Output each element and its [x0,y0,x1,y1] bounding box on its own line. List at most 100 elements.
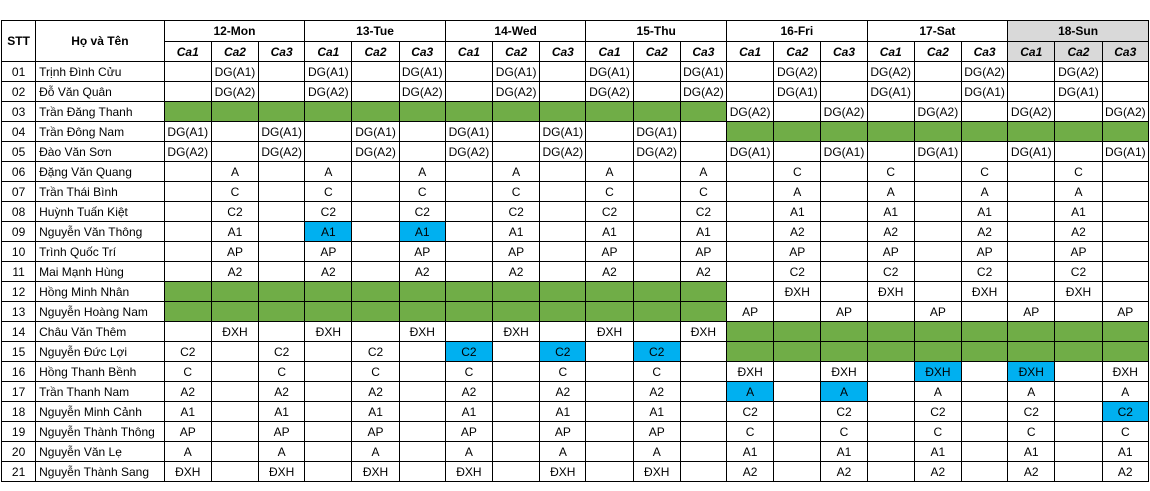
shift-cell[interactable] [539,61,587,82]
shift-cell[interactable]: C [351,361,400,382]
off-shift-cell[interactable] [304,101,353,122]
shift-cell[interactable] [679,421,728,442]
off-shift-cell[interactable] [632,281,681,302]
shift-cell[interactable] [913,221,962,242]
shift-cell[interactable] [1101,61,1150,82]
shift-cell[interactable]: DG(A1) [1054,81,1103,102]
row-name-cell[interactable]: Trần Thái Bình [35,181,165,202]
off-shift-cell[interactable] [960,341,1009,362]
shift-cell[interactable] [726,181,775,202]
shift-cell[interactable]: A [258,441,306,462]
shift-header[interactable]: Ca2 [351,41,400,62]
shift-cell[interactable] [866,141,915,162]
shift-cell[interactable]: AP [726,301,775,322]
shift-cell[interactable]: C [866,161,915,182]
row-stt-cell[interactable]: 18 [0,401,37,422]
shift-header[interactable]: Ca1 [585,41,634,62]
off-shift-cell[interactable] [866,321,915,342]
shift-cell[interactable] [679,361,728,382]
off-shift-cell[interactable] [1054,341,1103,362]
shift-cell[interactable]: C2 [1054,261,1103,282]
shift-cell[interactable] [444,221,494,242]
shift-cell[interactable]: C [210,181,260,202]
shift-cell[interactable] [726,241,775,262]
shift-cell[interactable]: C [163,361,212,382]
shift-cell[interactable] [444,321,494,342]
shift-cell[interactable] [773,401,822,422]
shift-cell[interactable]: C [585,181,634,202]
shift-cell[interactable] [444,81,494,102]
shift-cell[interactable]: DG(A1) [163,121,212,142]
row-stt-cell[interactable]: 10 [0,241,37,262]
row-name-cell[interactable]: Đặng Văn Quang [35,161,165,182]
shift-header[interactable]: Ca1 [726,41,775,62]
shift-cell[interactable] [866,421,915,442]
shift-cell[interactable] [539,321,587,342]
shift-cell[interactable] [1007,61,1056,82]
shift-cell[interactable]: C2 [913,401,962,422]
shift-cell[interactable]: ĐXH [210,321,260,342]
shift-header[interactable]: Ca1 [304,41,353,62]
shift-cell[interactable]: A2 [726,461,775,482]
day-header[interactable]: 13-Tue [304,20,446,42]
row-name-cell[interactable]: Huỳnh Tuấn Kiệt [35,201,165,222]
shift-cell[interactable]: AP [866,241,915,262]
shift-cell[interactable]: DG(A2) [726,101,775,122]
shift-cell[interactable] [1007,241,1056,262]
shift-cell[interactable] [444,201,494,222]
shift-cell[interactable] [210,121,260,142]
shift-cell[interactable]: A [773,181,822,202]
off-shift-cell[interactable] [820,321,868,342]
shift-cell[interactable] [258,201,306,222]
shift-cell[interactable] [210,381,260,402]
shift-cell[interactable] [913,161,962,182]
shift-cell[interactable]: C2 [1007,401,1056,422]
shift-cell[interactable]: A2 [632,381,681,402]
shift-cell[interactable] [632,321,681,342]
shift-cell[interactable]: AP [1054,241,1103,262]
shift-cell[interactable] [632,261,681,282]
shift-cell[interactable]: DG(A2) [351,141,400,162]
shift-cell[interactable]: AP [304,241,353,262]
shift-cell[interactable] [726,161,775,182]
shift-cell[interactable]: C [539,361,587,382]
off-shift-cell[interactable] [1007,321,1056,342]
shift-cell[interactable] [304,361,353,382]
shift-cell[interactable]: ĐXH [960,281,1009,302]
shift-cell[interactable]: DG(A2) [913,101,962,122]
off-shift-cell[interactable] [539,301,587,322]
shift-cell[interactable] [492,121,541,142]
shift-cell[interactable]: A2 [444,381,494,402]
shift-cell[interactable]: DG(A1) [913,141,962,162]
shift-cell[interactable]: A [304,161,353,182]
off-shift-cell[interactable] [210,301,260,322]
shift-cell[interactable] [679,341,728,362]
shift-cell[interactable]: DG(A2) [679,81,728,102]
shift-cell[interactable] [726,201,775,222]
highlighted-shift-cell[interactable]: ĐXH [1007,361,1056,382]
shift-cell[interactable] [304,341,353,362]
shift-cell[interactable]: DG(A1) [210,61,260,82]
shift-cell[interactable]: AP [585,241,634,262]
shift-cell[interactable]: A1 [1054,201,1103,222]
shift-cell[interactable]: AP [960,241,1009,262]
shift-cell[interactable]: DG(A2) [539,141,587,162]
row-name-cell[interactable]: Trần Thanh Nam [35,381,165,402]
off-shift-cell[interactable] [679,281,728,302]
shift-cell[interactable]: C2 [679,201,728,222]
shift-cell[interactable]: C2 [726,401,775,422]
shift-cell[interactable] [1054,361,1103,382]
off-shift-cell[interactable] [679,301,728,322]
shift-cell[interactable] [398,461,446,482]
shift-cell[interactable]: DG(A2) [492,81,541,102]
off-shift-cell[interactable] [1054,321,1103,342]
shift-cell[interactable]: A2 [1101,461,1150,482]
shift-cell[interactable]: ĐXH [398,321,446,342]
off-shift-cell[interactable] [163,301,212,322]
shift-cell[interactable]: AP [1101,301,1150,322]
shift-cell[interactable] [163,241,212,262]
shift-cell[interactable] [1101,241,1150,262]
shift-cell[interactable] [258,61,306,82]
shift-cell[interactable]: DG(A2) [866,61,915,82]
off-shift-cell[interactable] [163,281,212,302]
